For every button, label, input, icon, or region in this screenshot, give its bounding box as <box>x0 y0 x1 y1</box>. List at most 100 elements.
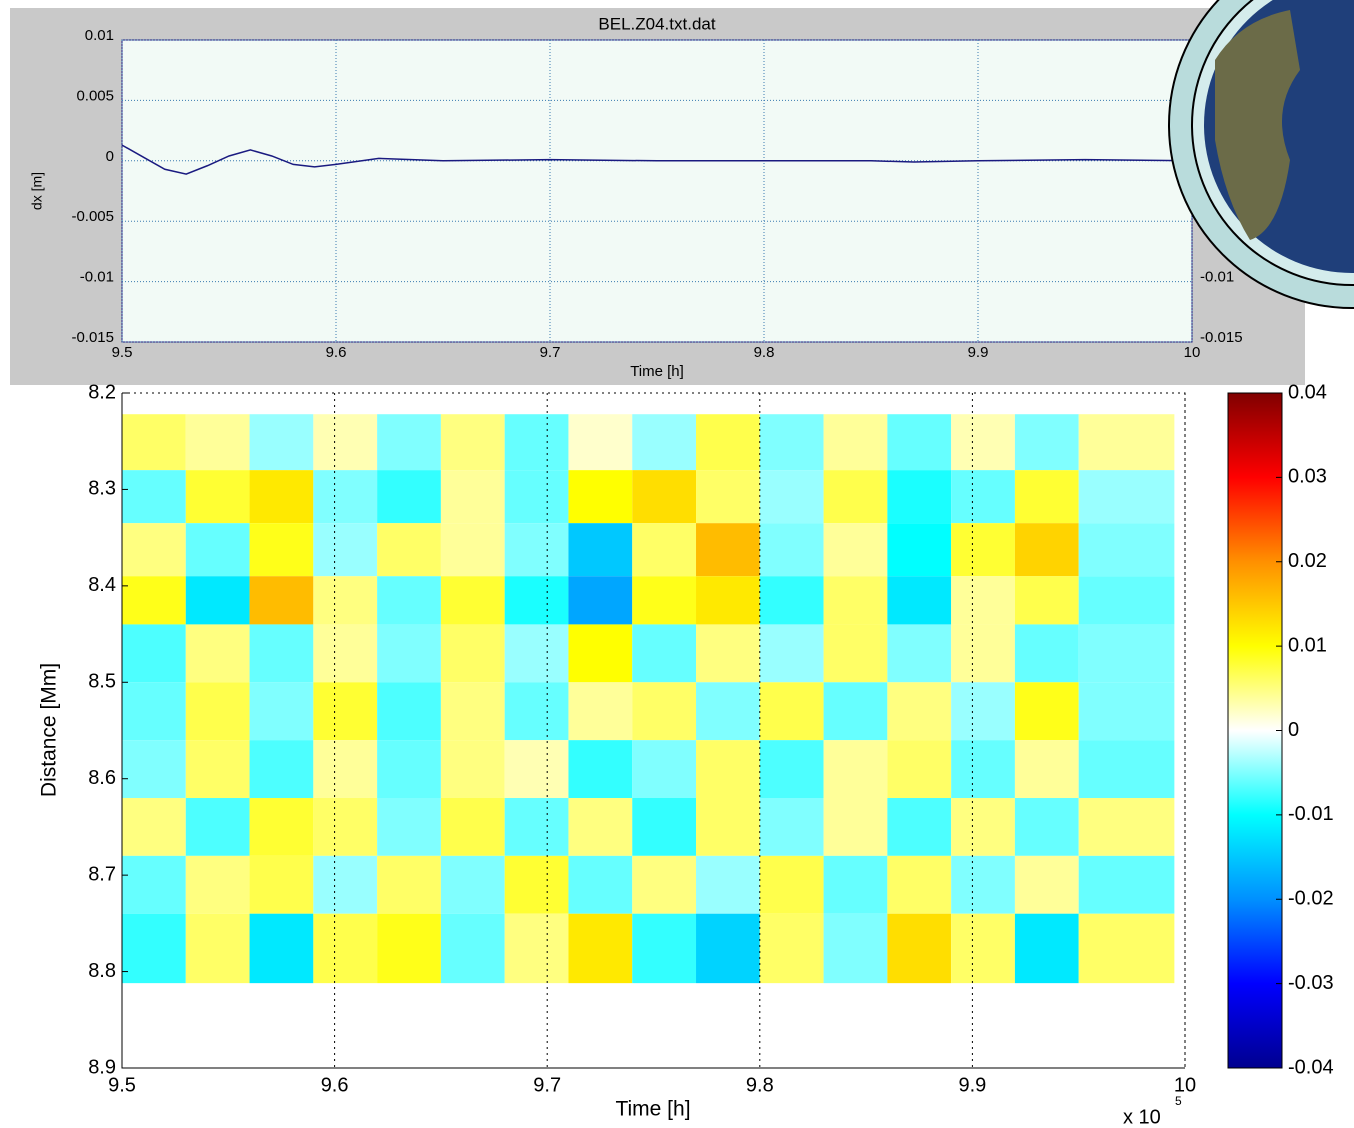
heatmap-cell <box>568 855 633 914</box>
heatmap-cell <box>1014 682 1079 741</box>
heatmap-cell <box>696 576 760 625</box>
heatmap-cell <box>632 855 697 914</box>
y-tick-label: -0.015 <box>71 329 114 346</box>
x-tick-label: 10 <box>1174 1074 1196 1096</box>
colorbar-tick-label: -0.03 <box>1288 972 1334 994</box>
colorbar-tick-label: 0.03 <box>1288 466 1327 488</box>
heatmap-cell <box>632 740 697 798</box>
heatmap-cell <box>1014 470 1079 524</box>
heatmap-cell <box>185 740 250 798</box>
colorbar-tick-label: 0.04 <box>1288 381 1327 403</box>
y-tick-label: 0.005 <box>76 87 114 104</box>
heatmap-cell <box>568 682 633 741</box>
heatmap-cell <box>823 414 888 471</box>
heatmap-cell <box>823 470 888 524</box>
heatmap-cell <box>440 855 505 914</box>
heatmap-cell <box>504 414 569 471</box>
y-tick-label-right: -0.015 <box>1200 329 1243 346</box>
heatmap-cell <box>696 798 760 856</box>
heatmap-cell <box>568 624 633 683</box>
heatmap-cell <box>440 740 505 798</box>
heatmap-cell <box>377 624 441 683</box>
heatmap-cell <box>823 523 888 577</box>
heatmap-cell <box>249 470 314 524</box>
heatmap-cell <box>440 682 505 741</box>
heatmap-cell <box>440 624 505 683</box>
heatmap-cell <box>122 682 186 741</box>
heatmap-cell <box>377 913 441 984</box>
heatmap-cell <box>122 470 186 524</box>
colorbar-tick-label: 0 <box>1288 719 1299 741</box>
y-tick-label: 8.9 <box>88 1056 116 1078</box>
heatmap-cell <box>823 682 888 741</box>
heatmap-cell <box>1014 740 1079 798</box>
heatmap-cell <box>185 682 250 741</box>
heatmap-cell <box>313 798 378 856</box>
heatmap-cell <box>1014 855 1079 914</box>
heatmap-cell <box>504 624 569 683</box>
heatmap-cell <box>440 576 505 625</box>
heatmap-cell <box>759 576 824 625</box>
heatmap-cell <box>887 855 952 914</box>
heatmap-cell <box>823 798 888 856</box>
heatmap-cell <box>185 576 250 625</box>
heatmap-cell <box>1078 913 1175 984</box>
colorbar-tick-label: 0.01 <box>1288 634 1327 656</box>
heatmap-cell <box>122 523 186 577</box>
y-axis-label: dx [m] <box>29 172 45 210</box>
heatmap-cell <box>1078 682 1175 741</box>
x-tick-label: 9.6 <box>321 1074 349 1096</box>
heatmap-cell <box>504 740 569 798</box>
heatmap-cell <box>249 523 314 577</box>
heatmap-cell <box>313 913 378 984</box>
heatmap-cell <box>122 855 186 914</box>
heatmap-cell <box>1078 470 1175 524</box>
y-tick-label: 8.8 <box>88 960 116 982</box>
heatmap-cell <box>568 913 633 984</box>
heatmap-cell <box>696 414 760 471</box>
heatmap-cell <box>951 414 1015 471</box>
heatmap-cell <box>440 913 505 984</box>
x-tick-label: 9.8 <box>754 344 775 361</box>
y-tick-label: 8.6 <box>88 767 116 789</box>
heatmap-cell <box>377 682 441 741</box>
heatmap-cell <box>568 523 633 577</box>
heatmap-cell <box>951 523 1015 577</box>
heatmap-cell <box>1014 624 1079 683</box>
heatmap-cell <box>887 740 952 798</box>
heatmap-cell <box>696 523 760 577</box>
y-tick-label-right: -0.01 <box>1200 269 1234 286</box>
heatmap-cell <box>696 855 760 914</box>
heatmap-cell <box>377 523 441 577</box>
heatmap-cell <box>313 414 378 471</box>
x-tick-label: 9.9 <box>958 1074 986 1096</box>
heatmap-cell <box>377 414 441 471</box>
heatmap-cell <box>440 470 505 524</box>
heatmap-cell <box>249 740 314 798</box>
colorbar-tick-label: 0.02 <box>1288 550 1327 572</box>
heatmap-cell <box>249 414 314 471</box>
heatmap-cell <box>122 798 186 856</box>
heatmap-cell <box>759 523 824 577</box>
heatmap-cell <box>1014 414 1079 471</box>
plot-area <box>121 39 1193 343</box>
heatmap-cell <box>823 855 888 914</box>
heatmap-cell <box>249 624 314 683</box>
heatmap-cell <box>1078 523 1175 577</box>
x-tick-label: 9.5 <box>108 1074 136 1096</box>
heatmap-cell <box>632 470 697 524</box>
heatmap-cell <box>696 470 760 524</box>
heatmap-cell <box>377 798 441 856</box>
heatmap-cell <box>313 682 378 741</box>
heatmap-cell <box>1014 798 1079 856</box>
heatmap-cell <box>696 913 760 984</box>
y-tick-label: -0.01 <box>80 269 114 286</box>
x-tick-label: 9.7 <box>533 1074 561 1096</box>
heatmap-cell <box>185 470 250 524</box>
heatmap-cell <box>377 576 441 625</box>
heatmap-cell <box>1014 523 1079 577</box>
heatmap-cell <box>440 798 505 856</box>
chart-title: BEL.Z04.txt.dat <box>598 14 715 33</box>
heatmap-cell <box>313 740 378 798</box>
